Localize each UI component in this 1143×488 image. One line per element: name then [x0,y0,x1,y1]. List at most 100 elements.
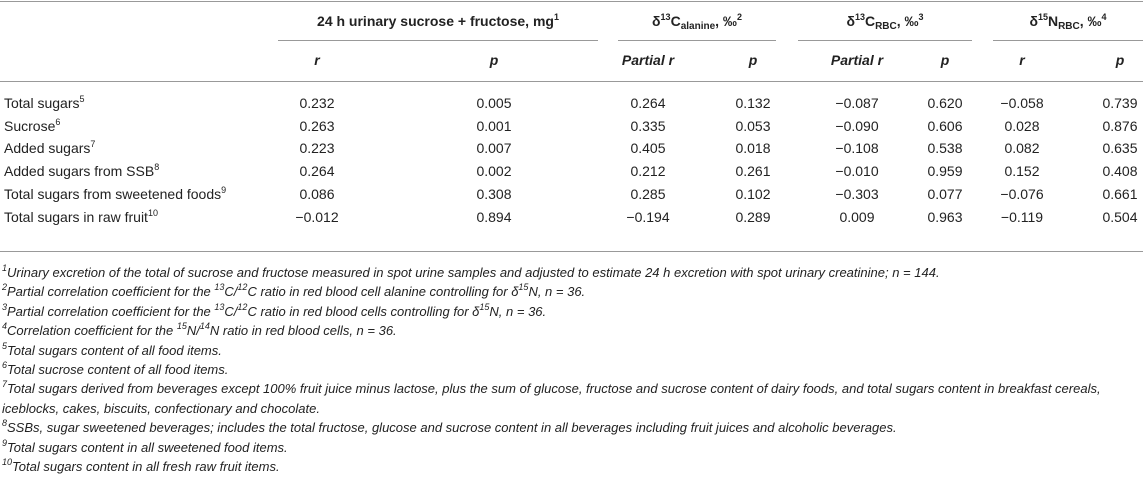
cell: 0.661 [1102,185,1138,202]
text-run: Total sugars from sweetened foods [4,185,222,202]
text-run: C ratio in red blood cell alanine contro… [247,284,519,300]
cell: 0.007 [476,140,512,157]
cell: 0.212 [630,163,666,180]
column-header: p [1115,52,1125,68]
cell: 0.132 [735,95,771,111]
row-label: Total sugars from sweetened foods9 [4,185,226,203]
sup-text: 4 [2,321,8,332]
footnotes: 1Urinary excretion of the total of sucro… [2,263,1138,476]
text-run: Added sugars from SSB [4,163,155,180]
text-run: N ratio in red blood cells, n = 36. [209,323,397,339]
column-header: p [748,52,758,68]
cell: 0.289 [735,208,771,225]
header-rule [0,81,1143,82]
text-run: Partial correlation coefficient for the [7,303,215,319]
text-run: Sucrose [4,117,56,134]
footnote: 5Total sugars content of all food items. [2,341,1138,360]
text-run: Total sugars content in all sweetened fo… [7,439,288,455]
text-run: N, n = 36. [489,303,547,319]
sup-text: 15 [176,321,187,332]
sup-text: 2 [2,282,8,293]
column-header: p [940,52,950,68]
sup-text: 15 [1037,12,1048,22]
cell: 0.504 [1102,208,1138,225]
group-header: δ13Calanine, ‰2 [547,12,847,32]
cell: 0.005 [476,95,512,111]
sup-text: 1 [553,12,559,22]
group-rule [278,40,598,41]
row-label: Added sugars7 [4,139,95,157]
sup-text: 3 [918,12,924,22]
text-run: Total sugars in raw fruit [4,208,148,225]
footnote: 8SSBs, sugar sweetened beverages; includ… [2,418,1138,437]
column-header: p [489,52,499,68]
text-run: Added sugars [4,140,91,157]
cell: 0.876 [1102,117,1138,134]
cell: 0.264 [630,95,666,111]
footnote: 6Total sucrose content of all food items… [2,360,1138,379]
cell: −0.058 [1000,95,1044,111]
row-label: Total sugars in raw fruit10 [4,208,158,226]
cell: 0.053 [735,117,771,134]
sup-text: 14 [199,321,210,332]
column-header: Partial r [621,52,675,68]
sup-text: 15 [479,301,490,312]
text-run: N [1047,13,1059,29]
group-header: 24 h urinary sucrose + fructose, mg1 [288,12,588,30]
cell: 0.285 [630,185,666,202]
cell: 0.894 [476,208,512,225]
text-run: N/ [186,323,200,339]
sup-text: 8 [2,418,8,429]
cell: 0.002 [476,163,512,180]
text-run: Partial correlation coefficient for the [7,284,215,300]
sup-text: 13 [854,12,865,22]
cell: −0.194 [626,208,670,225]
text-run: δ [1029,13,1038,29]
cell: 0.635 [1102,140,1138,157]
column-header: r [1019,52,1025,68]
cell: 0.408 [1102,163,1138,180]
group-rule [618,40,776,41]
column-header: Partial r [830,52,884,68]
sub-text: alanine [680,21,716,32]
footnote: 9Total sugars content in all sweetened f… [2,438,1138,457]
cell: 0.018 [735,140,771,157]
text-run: , ‰ [896,13,919,29]
cell: 0.028 [1004,117,1040,134]
text-run: Total sugars [4,95,80,111]
cell: 0.959 [927,163,963,180]
cell: −0.303 [835,185,879,202]
text-run: C [670,13,681,29]
bottom-rule [0,251,1143,252]
text-run: N, n = 36. [528,284,586,300]
sup-text: 1 [2,263,8,273]
cell: 0.082 [1004,140,1040,157]
text-run: Total sugars content of all food items. [7,342,222,358]
sup-text: 5 [2,340,8,351]
cell: 0.223 [299,140,335,157]
text-run: Urinary excretion of the total of sucros… [7,265,940,280]
cell: −0.076 [1000,185,1044,202]
cell: 0.335 [630,117,666,134]
sup-text: 8 [154,162,160,173]
sup-text: 10 [147,207,158,218]
cell: 0.086 [299,185,335,202]
group-header: δ15NRBC, ‰4 [918,12,1143,32]
sup-text: 6 [2,360,8,371]
text-run: SSBs, sugar sweetened beverages; include… [7,420,897,436]
text-run: Total sugars derived from beverages exce… [2,381,1101,416]
cell: 0.102 [735,185,771,202]
cell: 0.606 [927,117,963,134]
text-run: Correlation coefficient for the [7,323,177,339]
sup-text: 13 [214,301,225,312]
sup-text: 10 [2,457,13,468]
text-run: C/ [224,284,238,300]
group-rule [798,40,972,41]
sup-text: 7 [2,379,8,390]
cell: 0.001 [476,117,512,134]
sup-text: 13 [214,282,225,293]
cell: 0.264 [299,163,335,180]
text-run: C/ [224,303,238,319]
cell: 0.405 [630,140,666,157]
row-label: Added sugars from SSB8 [4,162,159,180]
